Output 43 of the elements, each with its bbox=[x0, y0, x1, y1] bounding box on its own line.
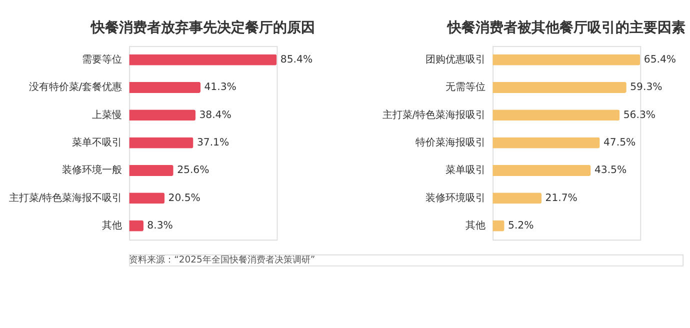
chart-title: 快餐消费者放弃事先决定餐厅的原因 bbox=[90, 19, 315, 36]
bar bbox=[492, 192, 542, 204]
text: 资料来源：“2025年全国快餐消费者决策调研” bbox=[129, 254, 316, 266]
y-tick-label: 装修环境吸引 bbox=[426, 192, 486, 204]
bar bbox=[492, 54, 640, 66]
data-label: 5.2% bbox=[508, 220, 534, 232]
data-label: 41.3% bbox=[204, 82, 237, 94]
y-tick-label: 主打菜/特色菜海报不吸引 bbox=[8, 192, 122, 204]
bar bbox=[129, 164, 174, 176]
y-tick-label: 无需等位 bbox=[446, 81, 486, 94]
bar bbox=[492, 82, 626, 93]
data-label: 85.4% bbox=[280, 54, 313, 66]
data-label: 21.7% bbox=[545, 192, 578, 204]
data-label: 59.3% bbox=[630, 82, 663, 94]
bar bbox=[129, 82, 201, 93]
data-label: 38.4% bbox=[199, 110, 232, 121]
data-label: 65.4% bbox=[644, 54, 676, 66]
bar bbox=[129, 110, 196, 121]
y-tick-label: 其他 bbox=[466, 220, 486, 232]
bar bbox=[492, 137, 600, 148]
bar bbox=[129, 137, 194, 148]
y-tick-label: 菜单吸引 bbox=[446, 164, 486, 176]
data-label: 20.5% bbox=[168, 192, 201, 204]
bar bbox=[129, 192, 165, 204]
data-label: 43.5% bbox=[594, 165, 627, 176]
y-tick-label: 团购优惠吸引 bbox=[426, 54, 486, 66]
y-tick-label: 装修环境一般 bbox=[62, 164, 122, 176]
data-label: 56.3% bbox=[623, 110, 656, 121]
data-label: 8.3% bbox=[147, 220, 174, 232]
y-tick-label: 主打菜/特色菜海报吸引 bbox=[382, 108, 486, 121]
bar bbox=[492, 164, 591, 176]
y-tick-label: 没有特价菜/套餐优惠 bbox=[28, 81, 122, 94]
y-tick-label: 特价菜海报吸引 bbox=[416, 136, 486, 149]
data-label: 37.1% bbox=[196, 138, 230, 149]
data-label: 47.5% bbox=[603, 138, 636, 149]
y-tick-label: 菜单不吸引 bbox=[72, 136, 122, 149]
chart-title: 快餐消费者被其他餐厅吸引的主要因素 bbox=[446, 19, 686, 36]
bar bbox=[492, 110, 620, 121]
y-tick-label: 需要等位 bbox=[82, 54, 122, 66]
bar bbox=[129, 54, 277, 66]
y-tick-label: 上菜慢 bbox=[92, 108, 122, 121]
data-label: 25.6% bbox=[177, 165, 210, 176]
y-tick-label: 其他 bbox=[102, 220, 122, 232]
